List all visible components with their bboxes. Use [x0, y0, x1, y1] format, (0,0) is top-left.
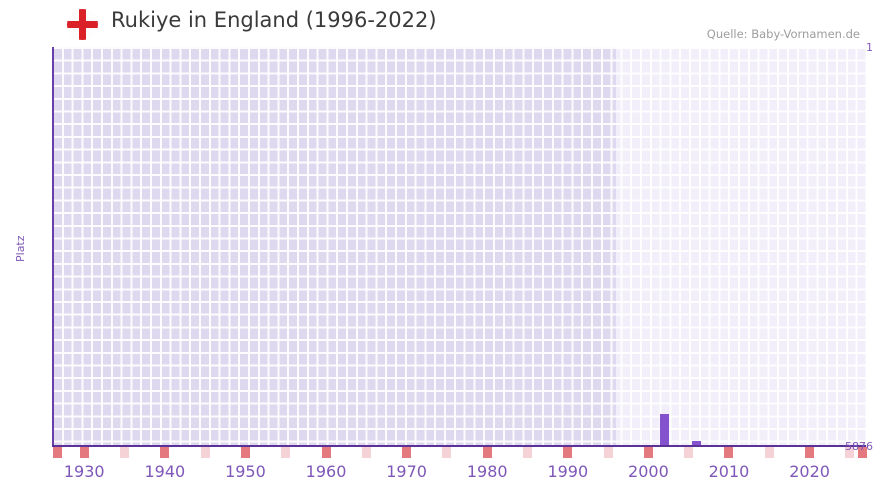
y-axis-tick-bottom: 5876 [845, 440, 873, 453]
x-tick-minor [603, 447, 613, 458]
x-axis-line [52, 445, 866, 447]
x-tick-major [482, 447, 492, 458]
page-title: Rukiye in England (1996-2022) [111, 8, 437, 32]
x-tick-minor [442, 447, 452, 458]
x-tick-major [240, 447, 250, 458]
x-axis-tick-label: 2010 [708, 462, 750, 481]
x-tick-minor [120, 447, 130, 458]
x-axis-tick-label: 2000 [628, 462, 669, 481]
x-axis-tick-label: 2020 [789, 462, 830, 481]
x-tick-major [160, 447, 170, 458]
y-axis-line [52, 47, 54, 446]
x-axis-tick-label: 1960 [305, 462, 347, 481]
y-axis-title: Platz [14, 235, 27, 262]
x-tick-major [643, 447, 653, 458]
bar [660, 414, 669, 446]
x-tick-edge [857, 447, 867, 458]
x-axis-tick-label: 1990 [547, 462, 589, 481]
england-flag-icon [67, 9, 98, 40]
x-tick-minor [200, 447, 210, 458]
x-tick-major [402, 447, 412, 458]
x-tick-major [724, 447, 734, 458]
x-tick-major [563, 447, 573, 458]
x-tick-minor [523, 447, 532, 458]
x-tick-minor [845, 447, 855, 458]
x-tick-minor [281, 447, 291, 458]
x-axis-tick-label: 1940 [144, 462, 186, 481]
x-tick-minor [764, 447, 774, 458]
plot-highlight-band [616, 47, 866, 446]
x-tick-minor [361, 447, 371, 458]
x-axis-tick-label: 1950 [225, 462, 266, 481]
x-tick-major [79, 447, 89, 458]
source-label: Quelle: Baby-Vornamen.de [706, 27, 860, 41]
x-axis-tick-label: 1930 [63, 462, 105, 481]
x-axis-tick-label: 1970 [386, 462, 427, 481]
flag-cross-horizontal [67, 21, 98, 28]
x-axis-tick-label: 1980 [466, 462, 508, 481]
y-axis-tick-top: 1 [866, 41, 873, 54]
x-tick-edge [52, 447, 62, 458]
chart-header: Rukiye in England (1996-2022) Quelle: Ba… [0, 0, 873, 47]
x-tick-major [321, 447, 331, 458]
bar [692, 441, 702, 446]
plot-area [52, 47, 866, 446]
x-tick-major [805, 447, 815, 458]
x-tick-minor [684, 447, 694, 458]
